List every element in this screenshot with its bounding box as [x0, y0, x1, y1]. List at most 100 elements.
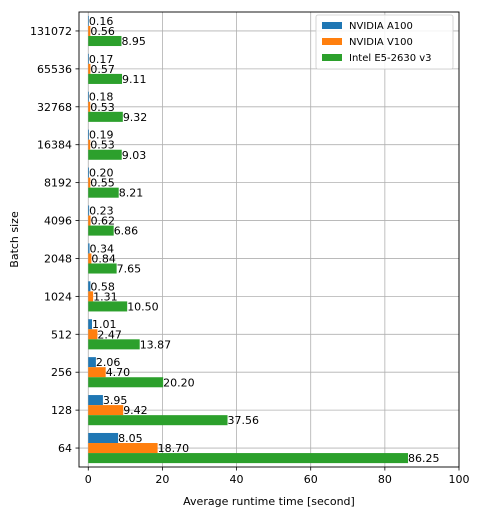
data-label: 0.53	[90, 139, 115, 152]
data-label: 9.03	[122, 149, 146, 162]
data-label: 0.55	[90, 177, 115, 190]
data-label: 8.21	[119, 187, 144, 200]
y-tick-label: 64	[58, 442, 72, 455]
bar	[88, 405, 124, 416]
bar	[88, 35, 122, 47]
bar	[88, 149, 122, 160]
legend-box	[315, 14, 454, 70]
data-label: 20.20	[163, 376, 195, 389]
legend-entry: NVIDIA V100	[349, 37, 413, 48]
x-tick-label: 40	[230, 473, 244, 486]
data-labels: 8.05 3.95 2.06 1.01 0.58 0.34 0.23 0.20 0.19 0.18…	[89, 15, 440, 465]
bar	[88, 187, 119, 198]
data-label: 0.56	[90, 25, 115, 38]
bar	[88, 167, 90, 178]
bar	[88, 139, 91, 150]
bars	[88, 15, 409, 464]
bar	[88, 357, 96, 368]
y-tick-label: 512	[51, 328, 72, 341]
legend-swatch	[322, 38, 342, 45]
x-tick-label: 60	[304, 473, 318, 486]
y-tick-label: 131072	[30, 25, 72, 38]
data-label: 3.95	[103, 394, 128, 407]
legend: NVIDIA A100 NVIDIA V100 Intel E5-2630 v3	[315, 14, 454, 70]
bar	[88, 367, 106, 378]
data-label: 9.42	[123, 404, 148, 417]
bar	[88, 263, 117, 274]
x-tick-label: 100	[449, 473, 470, 486]
bar	[88, 329, 98, 340]
legend-entry: Intel E5-2630 v3	[349, 53, 432, 64]
data-label: 0.84	[91, 252, 116, 265]
y-tick-label: 1024	[44, 290, 72, 303]
data-label: 10.50	[127, 300, 159, 313]
data-label: 0.16	[89, 15, 114, 28]
data-label: 0.19	[89, 129, 114, 142]
legend-swatch	[322, 54, 342, 61]
y-tick-label: 2048	[44, 252, 72, 265]
bar	[88, 15, 89, 26]
bar	[88, 111, 123, 122]
bar	[88, 101, 91, 112]
bar	[88, 243, 90, 254]
y-tick-label: 256	[51, 366, 72, 379]
data-label: 13.87	[140, 338, 172, 351]
data-label: 0.17	[89, 53, 114, 66]
data-label: 9.11	[122, 73, 147, 86]
bar	[88, 377, 164, 388]
data-label: 0.18	[89, 91, 114, 104]
data-label: 0.34	[90, 242, 115, 255]
y-tick-label: 32768	[37, 101, 72, 114]
data-label: 2.47	[97, 328, 122, 341]
bar	[88, 63, 91, 74]
bar	[88, 301, 128, 312]
bar	[88, 415, 228, 426]
bar	[88, 129, 89, 140]
data-label: 6.86	[114, 225, 139, 238]
y-tick-label: 16384	[37, 139, 72, 152]
bar	[88, 205, 90, 216]
data-label: 1.31	[93, 290, 118, 303]
bar	[88, 73, 123, 84]
data-label: 0.53	[90, 101, 115, 114]
data-label: 8.95	[121, 35, 146, 48]
plot-frame	[78, 11, 460, 468]
legend-entry: NVIDIA A100	[349, 21, 413, 32]
data-label: 0.58	[90, 280, 115, 293]
data-label: 0.20	[89, 167, 114, 180]
bar	[88, 453, 409, 464]
y-tick-label: 8192	[44, 177, 72, 190]
data-label: 0.57	[90, 63, 115, 76]
bar	[88, 339, 140, 350]
data-label: 18.70	[158, 442, 190, 455]
data-label: 1.01	[92, 318, 117, 331]
y-tick-label: 65536	[37, 63, 72, 76]
y-tick-label: 4096	[44, 215, 72, 228]
bar	[88, 25, 91, 36]
data-label: 2.06	[96, 356, 121, 369]
data-label: 37.56	[228, 414, 260, 427]
data-label: 4.70	[106, 366, 131, 379]
x-tick-label: 20	[155, 473, 169, 486]
x-tick-label: 80	[378, 473, 392, 486]
bar	[88, 91, 89, 102]
x-tick-label: 0	[85, 473, 92, 486]
bar	[88, 291, 94, 302]
axis-ticks: 0 20 40 60 80 100 64 128 256 512 1024 2048 4096 8192 1…	[30, 25, 470, 486]
bar	[88, 225, 114, 236]
bar	[88, 395, 103, 406]
data-label: 8.05	[118, 432, 143, 445]
y-axis-label: Batch size	[8, 211, 21, 268]
data-label: 7.65	[117, 263, 142, 276]
bar	[88, 432, 119, 444]
y-tick-label: 128	[51, 404, 72, 417]
bar	[88, 281, 91, 292]
bar	[88, 443, 158, 454]
data-label: 0.62	[91, 215, 116, 228]
bar	[88, 319, 93, 330]
data-label: 0.23	[89, 204, 114, 217]
data-label: 86.25	[408, 452, 440, 465]
bar	[88, 177, 91, 188]
bar	[88, 253, 92, 264]
